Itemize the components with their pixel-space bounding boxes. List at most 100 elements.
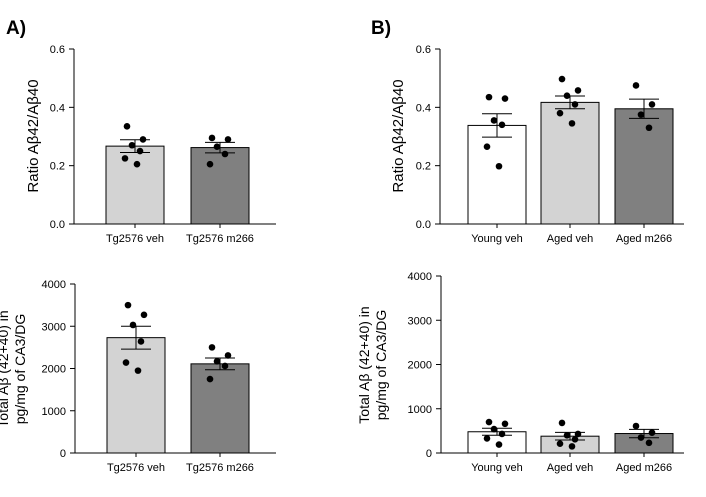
data-point: [134, 367, 142, 374]
y-tick-label: 0.0: [50, 219, 65, 231]
data-point: [574, 87, 582, 94]
data-point: [139, 136, 147, 143]
data-point: [206, 160, 214, 168]
bar: [467, 124, 527, 225]
y-tick-label: 0.4: [416, 102, 431, 114]
y-tick-label: 0.6: [50, 44, 65, 56]
data-point: [485, 418, 493, 426]
data-point: [221, 362, 229, 370]
data-point: [140, 311, 148, 319]
data-point: [648, 101, 656, 108]
x-tick-label: Aged veh: [547, 462, 593, 474]
data-point: [224, 136, 232, 143]
x-tick-label: Tg2576 veh: [107, 462, 165, 474]
x-tick-label: Young veh: [471, 462, 523, 474]
data-point: [490, 425, 498, 433]
data-point: [136, 147, 144, 155]
data-point: [122, 359, 130, 366]
y-tick-label: 0.2: [50, 161, 65, 173]
data-point: [495, 162, 503, 170]
data-point: [563, 92, 571, 99]
y-tick-label: 4000: [42, 279, 66, 291]
data-point: [571, 435, 579, 443]
data-point: [558, 419, 566, 427]
data-point: [483, 435, 491, 442]
data-point: [558, 75, 566, 83]
y-axis-label-line: Total Aβ (42+40) in: [356, 306, 372, 423]
data-point: [490, 117, 498, 124]
data-point: [133, 160, 141, 168]
data-point: [485, 93, 493, 101]
panel-label-a: A): [6, 18, 27, 39]
data-point: [637, 434, 645, 441]
data-point: [568, 120, 576, 127]
data-point: [645, 439, 653, 447]
chart-b-bottom: 0 1000 2000 3000 4000 Total Aβ (42+40) in pg/m…: [356, 271, 684, 474]
data-point: [208, 134, 216, 142]
data-point: [137, 338, 145, 345]
chart-b-top: 0.0 0.2 0.4 0.6 Ratio Aβ42/Aβ40 Young veh Aged…: [390, 44, 684, 245]
x-tick-label: Aged m266: [616, 233, 672, 245]
data-point: [213, 358, 221, 365]
bar: [614, 108, 674, 225]
x-tick-label: Young veh: [471, 233, 523, 245]
chart-a-top: 0.0 0.2 0.4 0.6 Ratio Aβ42/Aβ40 Tg2576 veh Tg2…: [25, 44, 276, 245]
data-point: [556, 440, 564, 448]
data-point: [483, 143, 491, 151]
y-axis-label: Ratio Aβ42/Aβ40: [25, 79, 42, 192]
y-axis-label-line: pg/mg of CA3/DG: [373, 310, 389, 421]
bar: [190, 363, 250, 454]
y-tick-label: 0.2: [416, 161, 431, 173]
data-point: [495, 441, 503, 448]
data-point: [632, 82, 640, 89]
y-tick-label: 0.0: [416, 219, 431, 231]
y-tick-label: 2000: [408, 360, 432, 372]
bar: [540, 101, 600, 225]
data-point: [213, 143, 221, 151]
data-point: [637, 111, 645, 118]
data-point: [568, 443, 576, 450]
bar: [190, 147, 250, 225]
y-tick-label: 0: [60, 448, 66, 460]
data-point: [498, 430, 506, 438]
data-point: [224, 352, 232, 359]
data-point: [221, 150, 229, 158]
data-point: [129, 321, 137, 329]
data-point: [501, 95, 509, 102]
data-point: [648, 429, 656, 436]
data-point: [498, 121, 506, 129]
data-point: [121, 155, 129, 162]
data-point: [128, 141, 136, 149]
y-axis-label-line: pg/mg of CA3/DG: [12, 314, 28, 425]
x-tick-label: Tg2576 veh: [106, 233, 164, 245]
y-tick-label: 1000: [408, 404, 432, 416]
y-tick-label: 2000: [42, 364, 66, 376]
panel-label-b: B): [371, 18, 392, 39]
data-point: [563, 432, 571, 439]
chart-a-bottom: 0 1000 2000 3000 4000 Total Aβ (42+40) in pg/m…: [0, 279, 276, 474]
y-axis-label-line: Total Aβ (42+40) in: [0, 310, 11, 427]
x-tick-label: Tg2576 m266: [186, 462, 254, 474]
bar: [105, 145, 165, 225]
y-axis-label: Ratio Aβ42/Aβ40: [390, 79, 407, 192]
data-point: [208, 344, 216, 351]
y-tick-label: 0.4: [50, 102, 65, 114]
data-point: [123, 122, 131, 130]
data-point: [645, 124, 653, 132]
x-tick-label: Aged veh: [547, 233, 593, 245]
data-point: [571, 101, 579, 108]
x-tick-label: Aged m266: [616, 462, 672, 474]
data-point: [124, 301, 132, 309]
bar: [106, 337, 166, 454]
y-tick-label: 3000: [42, 321, 66, 333]
data-point: [206, 375, 214, 383]
y-tick-label: 4000: [408, 271, 432, 283]
y-tick-label: 3000: [408, 315, 432, 327]
data-point: [556, 109, 564, 117]
y-tick-label: 1000: [42, 406, 66, 418]
x-tick-label: Tg2576 m266: [186, 233, 254, 245]
y-tick-label: 0: [426, 448, 432, 460]
data-point: [501, 420, 509, 428]
data-point: [574, 430, 582, 438]
